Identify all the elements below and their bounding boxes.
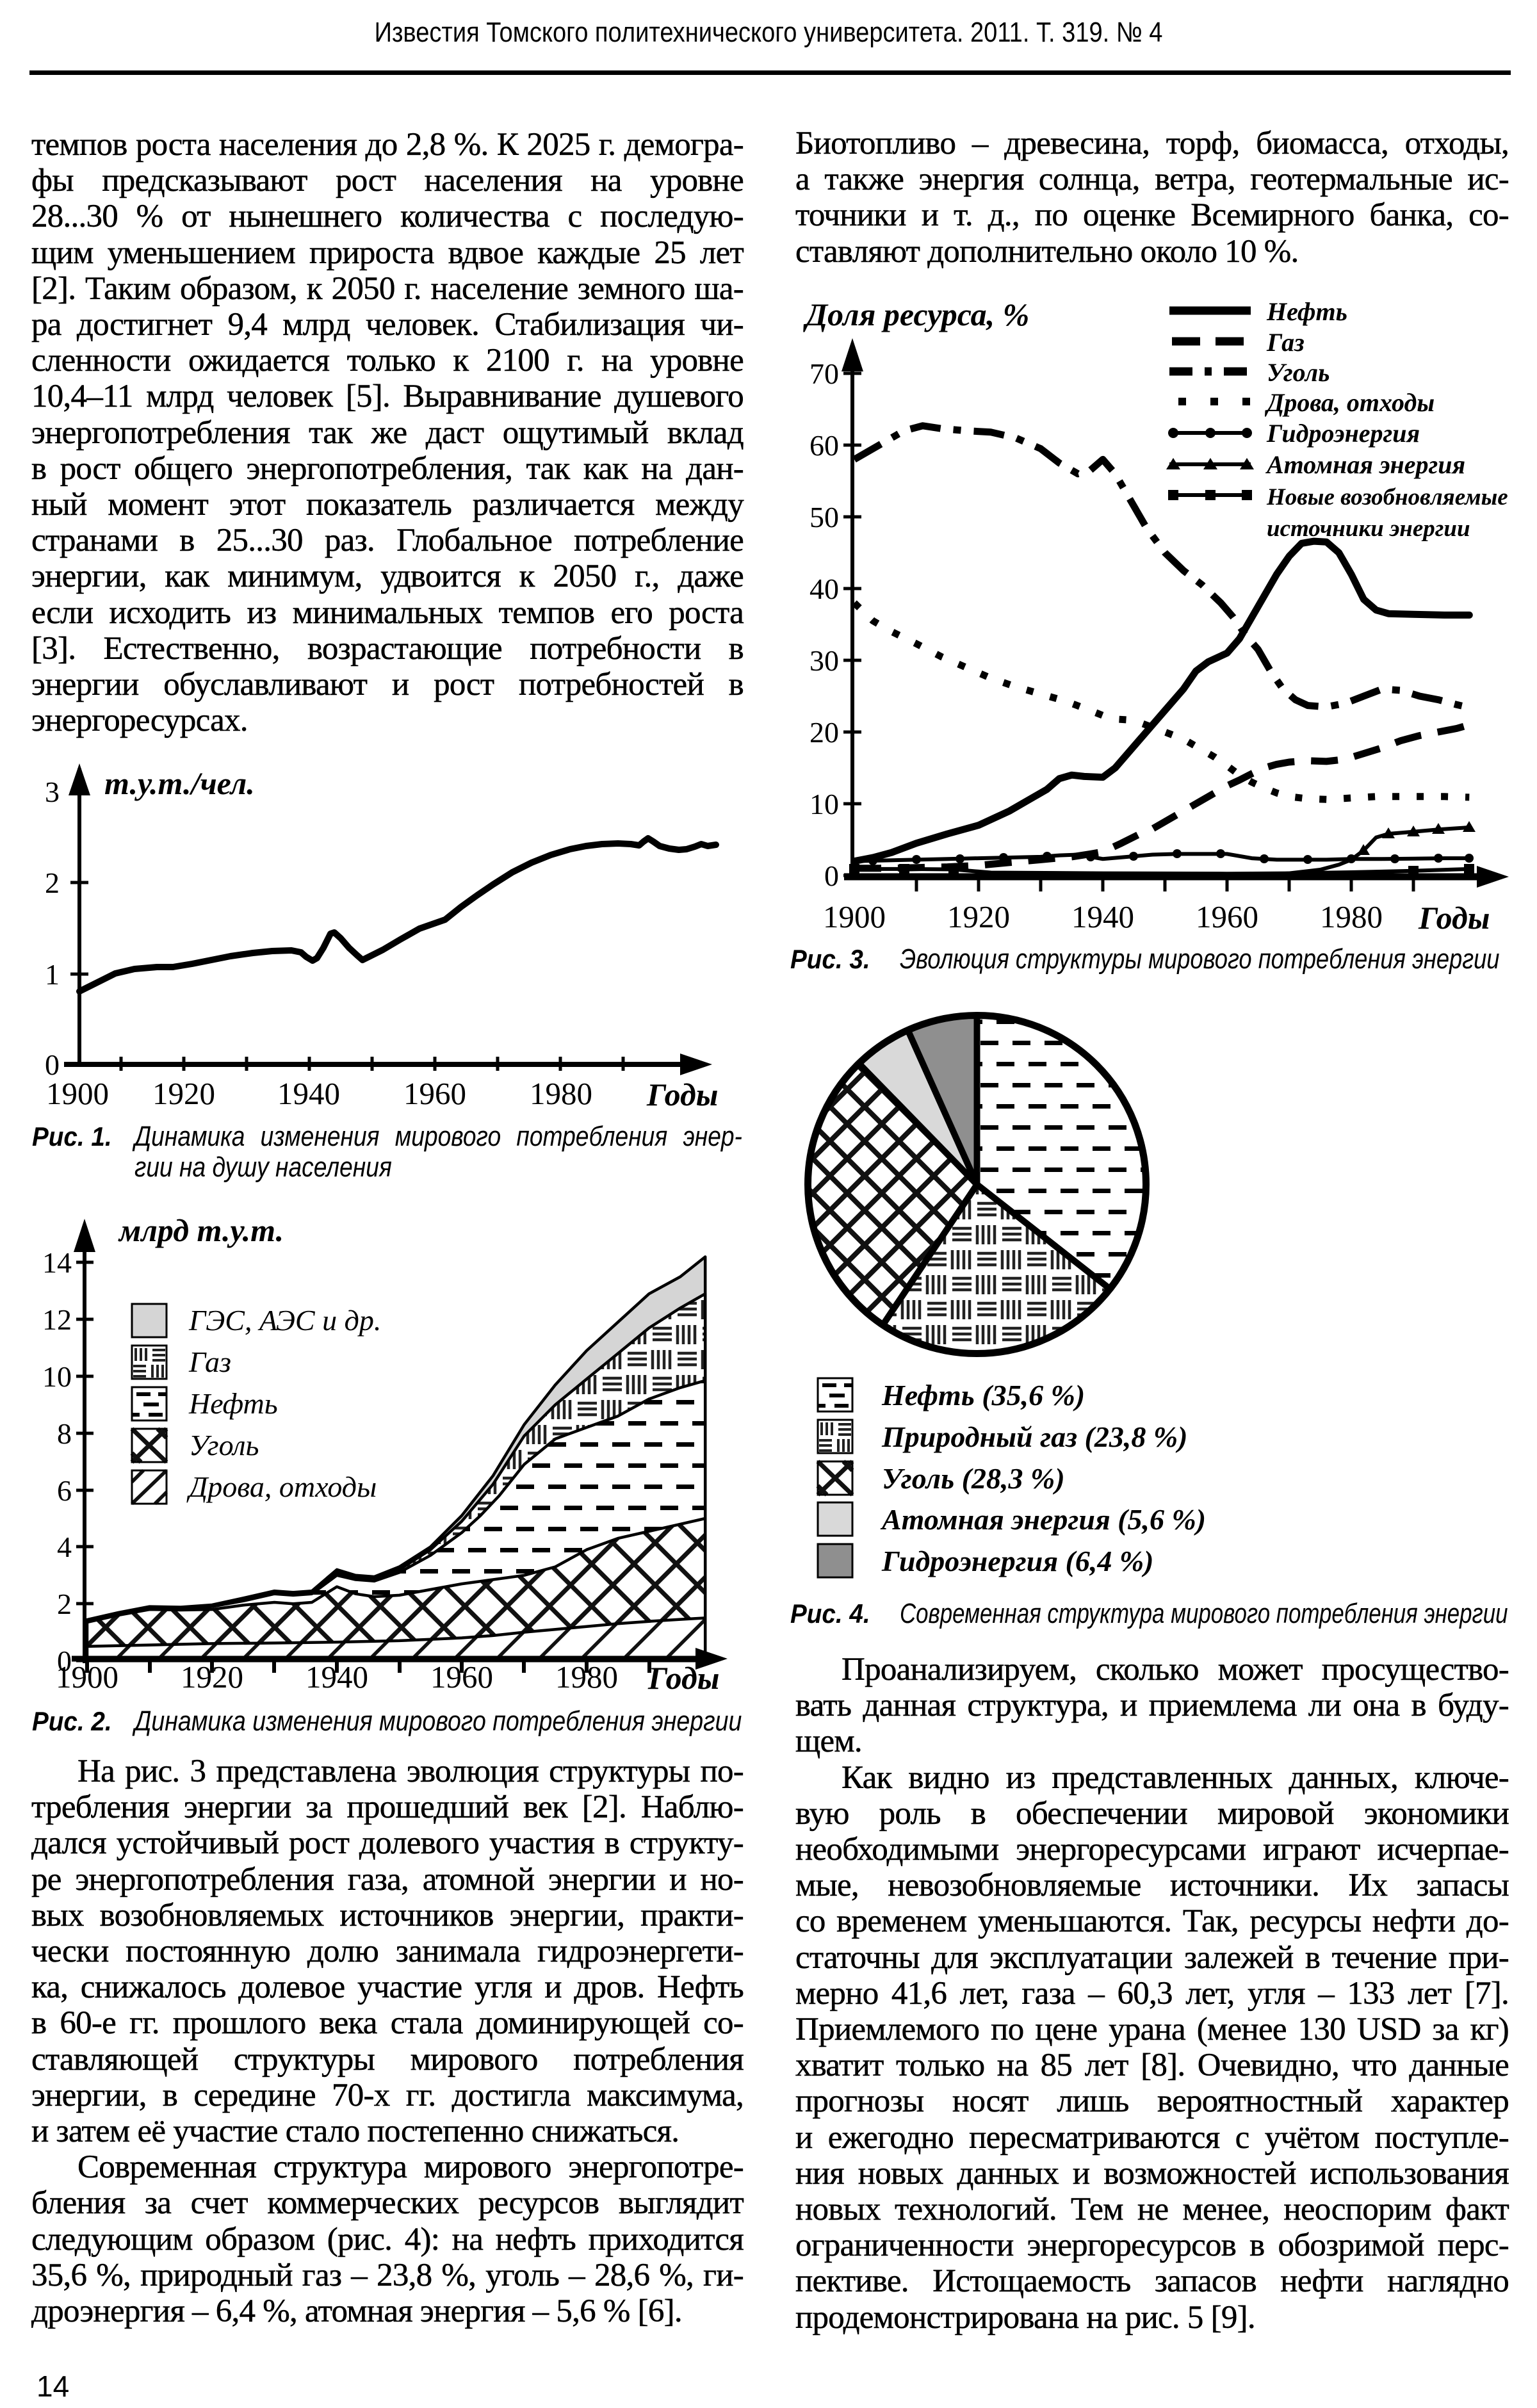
svg-text:Природный газ (23,8 %): Природный газ (23,8 %): [881, 1420, 1188, 1453]
svg-text:1960: 1960: [403, 1076, 466, 1111]
svg-text:1940: 1940: [1071, 899, 1134, 934]
svg-text:Дрова, отходы: Дрова, отходы: [186, 1470, 377, 1503]
svg-text:70: 70: [809, 357, 839, 390]
svg-text:50: 50: [809, 501, 839, 533]
svg-text:8: 8: [57, 1417, 72, 1450]
svg-text:4: 4: [57, 1531, 72, 1563]
svg-text:1920: 1920: [152, 1076, 215, 1111]
svg-text:1920: 1920: [947, 899, 1010, 934]
svg-text:Годы: Годы: [647, 1660, 719, 1696]
svg-text:20: 20: [809, 716, 839, 749]
svg-text:ГЭС, АЭС и др.: ГЭС, АЭС и др.: [188, 1304, 381, 1337]
svg-text:1960: 1960: [1196, 899, 1258, 934]
svg-text:14: 14: [42, 1246, 72, 1279]
svg-text:Гидроэнергия: Гидроэнергия: [1266, 419, 1420, 448]
svg-text:1900: 1900: [823, 899, 886, 934]
svg-text:Годы: Годы: [646, 1077, 718, 1112]
svg-text:Уголь: Уголь: [1267, 358, 1330, 387]
svg-text:0: 0: [57, 1645, 72, 1677]
svg-text:10: 10: [42, 1360, 72, 1393]
svg-text:30: 30: [809, 644, 839, 677]
svg-text:Газ: Газ: [1266, 328, 1305, 357]
svg-text:Газ: Газ: [188, 1346, 231, 1378]
svg-text:Нефть (35,6 %): Нефть (35,6 %): [881, 1379, 1085, 1411]
svg-text:Дрова, отходы: Дрова, отходы: [1264, 388, 1435, 417]
svg-text:1960: 1960: [430, 1659, 493, 1695]
svg-text:10: 10: [809, 788, 839, 820]
svg-text:1900: 1900: [56, 1659, 118, 1695]
svg-text:1940: 1940: [277, 1076, 340, 1111]
svg-text:Атомная энергия: Атомная энергия: [1265, 450, 1465, 479]
svg-text:1940: 1940: [305, 1659, 368, 1695]
svg-text:Атомная энергия (5,6 %): Атомная энергия (5,6 %): [880, 1503, 1206, 1536]
svg-text:Доля ресурса, %: Доля ресурса, %: [803, 297, 1029, 332]
svg-text:Годы: Годы: [1418, 900, 1490, 936]
svg-text:Нефть: Нефть: [188, 1387, 278, 1420]
svg-text:1980: 1980: [530, 1076, 592, 1111]
svg-text:12: 12: [42, 1303, 72, 1336]
svg-text:40: 40: [809, 573, 839, 605]
svg-text:Нефть: Нефть: [1266, 297, 1347, 326]
svg-text:Уголь (28,3 %): Уголь (28,3 %): [882, 1462, 1065, 1495]
svg-text:1: 1: [45, 958, 60, 991]
svg-text:60: 60: [809, 429, 839, 462]
svg-text:2: 2: [45, 866, 60, 899]
svg-text:Новые возобновляемые: Новые возобновляемые: [1266, 484, 1508, 510]
svg-text:источники энергии: источники энергии: [1267, 516, 1470, 542]
svg-text:млрд т.у.т.: млрд т.у.т.: [118, 1214, 284, 1248]
svg-text:3: 3: [45, 776, 60, 808]
svg-text:Гидроэнергия (6,4 %): Гидроэнергия (6,4 %): [881, 1545, 1153, 1577]
svg-text:0: 0: [824, 859, 839, 892]
svg-text:2: 2: [57, 1588, 72, 1620]
svg-text:1980: 1980: [555, 1659, 618, 1695]
svg-text:Уголь: Уголь: [189, 1429, 259, 1461]
svg-text:т.у.т./чел.: т.у.т./чел.: [104, 765, 255, 801]
svg-text:1980: 1980: [1320, 899, 1383, 934]
svg-text:6: 6: [57, 1474, 72, 1507]
svg-text:0: 0: [45, 1048, 60, 1081]
svg-text:1900: 1900: [46, 1076, 109, 1111]
svg-text:1920: 1920: [181, 1659, 243, 1695]
